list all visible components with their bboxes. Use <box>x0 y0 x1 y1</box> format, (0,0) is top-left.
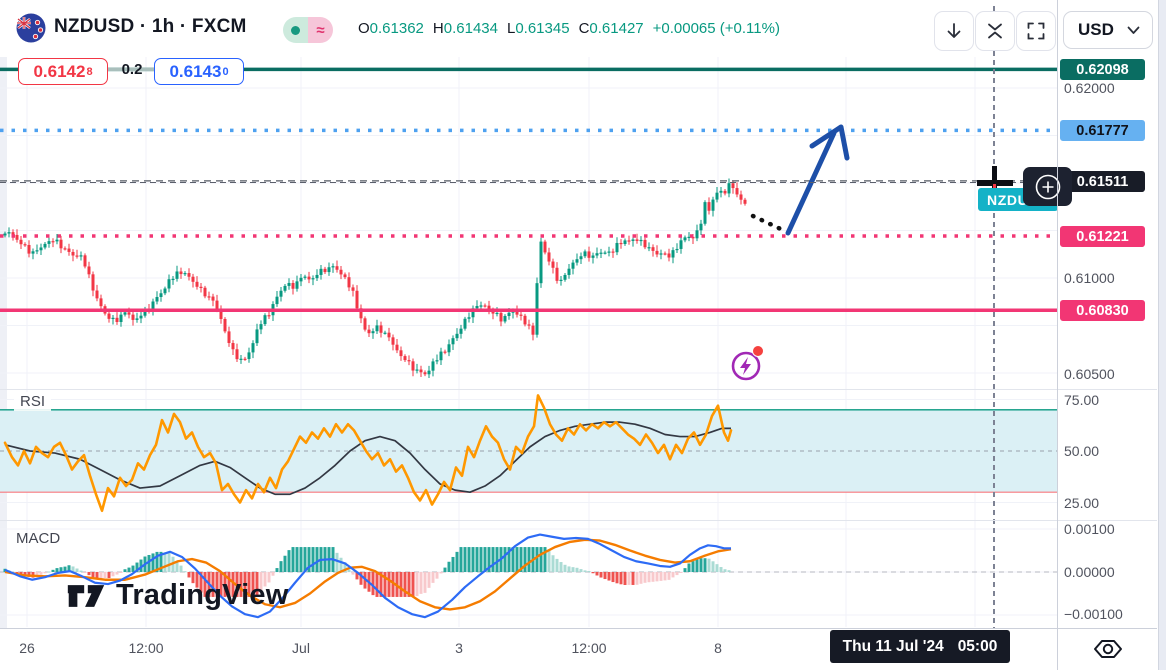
crosshair-vertical-line <box>993 6 995 630</box>
collapse-panes-button[interactable] <box>975 11 1015 51</box>
price-axis-label-0.00000: 0.00000 <box>1064 564 1115 580</box>
change-value: +0.00065 (+0.11%) <box>652 20 780 37</box>
top-toolbar: NZDUSD · 1h · FXCM ≈ O0.61362 H0.61434 L0.… <box>0 0 1166 57</box>
left-toolbar-strip[interactable] <box>0 57 7 670</box>
hexagon-settings-icon <box>1094 640 1122 658</box>
low-label: L <box>506 20 516 37</box>
bid-value: 0.6142 <box>33 61 86 81</box>
market-status-toggle[interactable]: ≈ <box>283 17 333 43</box>
price-axis-label-0.60500: 0.60500 <box>1064 366 1115 382</box>
ask-pip: 0 <box>222 65 229 78</box>
tradingview-watermark: TradingView <box>66 579 289 612</box>
arrow-down-icon <box>947 23 961 38</box>
price-axis-label-0.00100: 0.00100 <box>1064 521 1115 537</box>
time-tick-12:00: 12:00 <box>571 640 607 656</box>
macd-signal-line <box>4 538 732 611</box>
price-axis-label-75.00: 75.00 <box>1064 392 1100 408</box>
fullscreen-button[interactable] <box>1016 11 1056 51</box>
bid-price-box[interactable]: 0.6142 8 <box>18 58 108 85</box>
price-axis[interactable]: 0.62098 0.62000 0.61777 0.61511 0.61221 0.610… <box>1058 0 1157 628</box>
scroll-to-latest-button[interactable] <box>934 11 974 51</box>
crosshair-time: 05:00 <box>957 637 998 655</box>
rsi-line <box>3 394 733 513</box>
pane-divider[interactable] <box>0 520 1157 521</box>
time-tick-Jul: Jul <box>292 640 310 656</box>
lightning-icon <box>731 351 761 381</box>
crosshair-cursor <box>991 165 997 202</box>
add-alert-button[interactable] <box>1023 167 1072 206</box>
fullscreen-icon <box>1027 22 1045 40</box>
price-axis-label-0.61511: 0.61511 <box>1060 171 1145 192</box>
price-axis-label-0.62098: 0.62098 <box>1060 59 1145 80</box>
rsi-band <box>0 409 1057 493</box>
notification-dot <box>752 345 764 357</box>
price-axis-label-50.00: 50.00 <box>1064 443 1100 459</box>
watermark-text: TradingView <box>116 579 289 611</box>
rsi-ma-line <box>4 421 731 496</box>
tradingview-logo-icon <box>67 584 105 607</box>
chart-canvas[interactable] <box>0 57 1057 670</box>
close-value: 0.61427 <box>589 20 644 37</box>
bid-pip: 8 <box>86 65 93 78</box>
price-axis-label-−0.00100: −0.00100 <box>1064 606 1123 622</box>
macd-pane-label[interactable]: MACD <box>16 530 61 547</box>
time-tick-8: 8 <box>714 640 722 656</box>
pane-divider[interactable] <box>0 389 1157 390</box>
currency-dropdown[interactable]: USD <box>1063 11 1153 49</box>
approx-icon: ≈ <box>308 17 333 43</box>
ask-value: 0.6143 <box>169 61 222 81</box>
time-tick-12:00: 12:00 <box>128 640 164 656</box>
timezone-settings-button[interactable] <box>1090 634 1126 664</box>
ask-price-box[interactable]: 0.6143 0 <box>154 58 244 85</box>
price-axis-label-0.61221: 0.61221 <box>1060 226 1145 247</box>
chevron-down-icon <box>1127 26 1140 34</box>
time-tick-26: 26 <box>19 640 35 656</box>
price-axis-label-0.61777: 0.61777 <box>1060 120 1145 141</box>
price-axis-label-0.60830: 0.60830 <box>1060 300 1145 321</box>
spread-value: 0.2 <box>121 61 143 78</box>
price-axis-label-0.62000: 0.62000 <box>1064 80 1115 96</box>
price-axis-label-0.61000: 0.61000 <box>1064 270 1115 286</box>
crosshair-date-label: Thu 11 Jul '24 05:00 <box>830 630 1010 663</box>
circle-plus-icon <box>1035 174 1060 199</box>
quick-trade-button[interactable] <box>729 345 764 383</box>
close-label: C <box>578 20 590 37</box>
ohlc-readout: O0.61362 H0.61434 L0.61345 C0.61427 +0.00065… <box>358 20 780 37</box>
trend-annotation[interactable] <box>750 124 850 236</box>
time-tick-3: 3 <box>455 640 463 656</box>
symbol-title[interactable]: NZDUSD · 1h · FXCM <box>54 16 247 37</box>
open-label: O <box>358 20 370 37</box>
high-label: H <box>432 20 444 37</box>
window-edge-strip <box>1158 0 1166 670</box>
open-value: 0.61362 <box>369 20 424 37</box>
low-value: 0.61345 <box>515 20 570 37</box>
crosshair-horizontal-line <box>0 181 1057 183</box>
currency-value: USD <box>1078 20 1114 39</box>
market-open-dot-icon <box>283 17 308 43</box>
price-axis-border <box>1057 0 1058 670</box>
chart-gridlines <box>0 57 1057 627</box>
macd-line <box>4 533 731 619</box>
nzd-flag-icon[interactable] <box>16 13 46 43</box>
price-axis-label-25.00: 25.00 <box>1064 495 1100 511</box>
collapse-icon <box>988 23 1002 39</box>
high-value: 0.61434 <box>443 20 498 37</box>
crosshair-date: Thu 11 Jul '24 <box>842 637 944 655</box>
rsi-pane-label[interactable]: RSI <box>14 392 52 411</box>
